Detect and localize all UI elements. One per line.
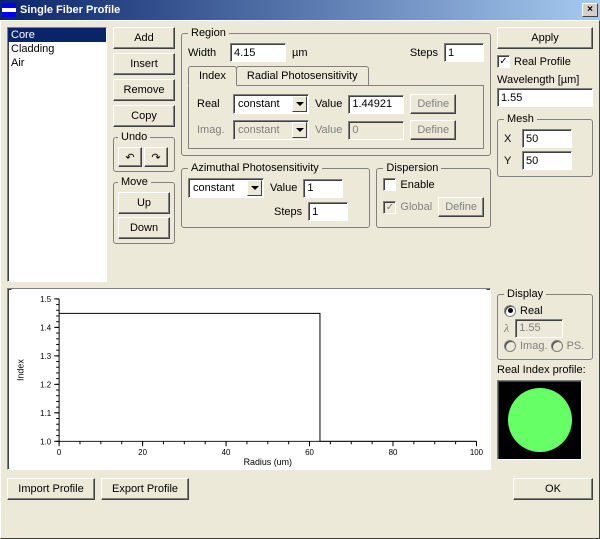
display-group: Display Real λ Imag. PS. — [497, 288, 593, 360]
dispersion-group: Dispersion Enable ✓Global Define — [376, 162, 491, 228]
dispersion-define-button: Define — [438, 197, 484, 217]
mesh-x-input[interactable] — [522, 129, 572, 148]
mesh-legend: Mesh — [504, 113, 537, 125]
display-ps-radio: PS. — [551, 340, 585, 352]
mesh-x-label: X — [504, 133, 516, 145]
real-mode-dropdown[interactable]: constant — [233, 94, 309, 114]
region-group: Region Width µm Steps Index Radial Photo… — [181, 27, 491, 156]
enable-checkbox[interactable]: Enable — [383, 178, 434, 191]
ok-button[interactable]: OK — [513, 478, 593, 500]
imag-value-label: Value — [315, 124, 342, 136]
tab-radial[interactable]: Radial Photosensitivity — [236, 66, 369, 85]
svg-text:Index: Index — [16, 359, 26, 381]
add-button[interactable]: Add — [113, 27, 175, 49]
app-icon — [2, 3, 16, 17]
mesh-group: Mesh X Y — [497, 113, 593, 177]
move-legend: Move — [118, 176, 151, 188]
steps-label: Steps — [410, 47, 438, 59]
down-button[interactable]: Down — [118, 217, 170, 239]
real-value-input[interactable] — [348, 95, 404, 114]
close-button[interactable]: × — [582, 3, 598, 17]
width-input[interactable] — [230, 43, 286, 62]
undo-legend: Undo — [118, 131, 150, 143]
imag-value-input — [348, 121, 404, 140]
region-tabs: Index Radial Photosensitivity — [188, 66, 484, 86]
real-value-label: Value — [315, 98, 342, 110]
display-imag-radio: Imag. — [504, 340, 548, 352]
mesh-y-input[interactable] — [522, 151, 572, 170]
titlebar: Single Fiber Profile × — [0, 0, 600, 20]
wavelength-label: Wavelength [µm] — [497, 74, 593, 86]
azimuthal-group: Azimuthal Photosensitivity constant Valu… — [181, 162, 370, 228]
svg-text:80: 80 — [389, 448, 398, 457]
apply-button[interactable]: Apply — [497, 27, 593, 49]
svg-text:20: 20 — [138, 448, 147, 457]
azimuthal-legend: Azimuthal Photosensitivity — [188, 162, 322, 174]
real-profile-checkbox[interactable]: ✓Real Profile — [497, 55, 593, 68]
undo-button[interactable]: ↶ — [118, 147, 142, 167]
azimuthal-value-label: Value — [270, 182, 297, 194]
azimuthal-mode-dropdown[interactable]: constant — [188, 178, 264, 198]
svg-text:Radius (um): Radius (um) — [244, 457, 292, 467]
index-profile-preview — [497, 380, 582, 460]
real-label: Real — [197, 98, 227, 110]
tab-index[interactable]: Index — [188, 66, 237, 86]
azimuthal-steps-label: Steps — [274, 206, 302, 218]
display-legend: Display — [504, 288, 546, 300]
index-chart: 1.0 1.1 1.2 1.3 1.4 1.5 0 20 40 60 80 100 Radius (um… — [7, 288, 491, 470]
svg-text:40: 40 — [222, 448, 231, 457]
chevron-down-icon — [247, 180, 262, 196]
width-unit: µm — [292, 47, 308, 59]
real-define-button[interactable]: Define — [410, 94, 456, 114]
export-profile-button[interactable]: Export Profile — [101, 478, 189, 500]
list-item[interactable]: Cladding — [8, 42, 106, 56]
mesh-y-label: Y — [504, 155, 516, 167]
remove-button[interactable]: Remove — [113, 79, 175, 101]
display-lambda-input — [515, 319, 563, 338]
window-title: Single Fiber Profile — [20, 4, 582, 16]
azimuthal-value-input[interactable] — [303, 179, 343, 198]
chevron-down-icon — [292, 96, 307, 112]
global-checkbox: ✓Global — [383, 201, 432, 214]
import-profile-button[interactable]: Import Profile — [7, 478, 95, 500]
display-real-radio[interactable]: Real — [504, 305, 543, 317]
insert-button[interactable]: Insert — [113, 53, 175, 75]
svg-text:1.1: 1.1 — [40, 409, 52, 418]
chevron-down-icon — [292, 122, 307, 138]
svg-text:1.4: 1.4 — [40, 323, 52, 332]
steps-input[interactable] — [444, 43, 484, 62]
preview-label: Real Index profile: — [497, 364, 593, 376]
dispersion-legend: Dispersion — [383, 162, 441, 174]
svg-text:0: 0 — [57, 448, 62, 457]
lambda-icon: λ — [504, 321, 509, 336]
redo-button[interactable]: ↷ — [144, 147, 168, 167]
copy-button[interactable]: Copy — [113, 105, 175, 127]
imag-define-button: Define — [410, 120, 456, 140]
layer-listbox[interactable]: CoreCladdingAir — [7, 27, 107, 282]
svg-text:100: 100 — [470, 448, 484, 457]
svg-text:1.5: 1.5 — [40, 295, 52, 304]
svg-text:60: 60 — [305, 448, 314, 457]
region-legend: Region — [188, 27, 229, 39]
imag-mode-dropdown: constant — [233, 120, 309, 140]
list-item[interactable]: Core — [8, 28, 106, 42]
wavelength-input[interactable] — [497, 88, 593, 107]
svg-text:1.2: 1.2 — [40, 380, 51, 389]
up-button[interactable]: Up — [118, 192, 170, 214]
list-item[interactable]: Air — [8, 56, 106, 70]
imag-label: Imag. — [197, 124, 227, 136]
svg-text:1.3: 1.3 — [40, 352, 52, 361]
svg-text:1.0: 1.0 — [40, 437, 52, 446]
azimuthal-steps-input[interactable] — [308, 202, 348, 221]
width-label: Width — [188, 47, 224, 59]
